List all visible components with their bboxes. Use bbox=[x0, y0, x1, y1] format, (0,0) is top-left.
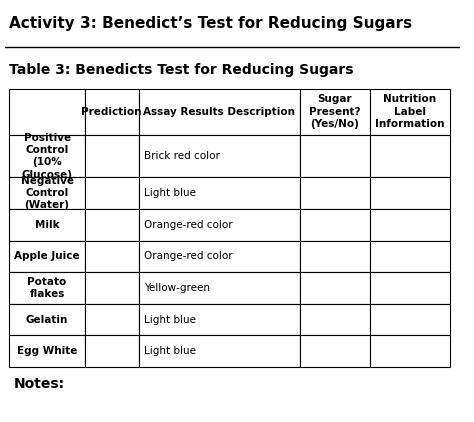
Bar bbox=[9, 304, 85, 335]
Bar bbox=[300, 304, 370, 335]
Text: Nutrition
Label
Information: Nutrition Label Information bbox=[375, 95, 445, 129]
Text: Table 3: Benedicts Test for Reducing Sugars: Table 3: Benedicts Test for Reducing Sug… bbox=[9, 62, 354, 77]
Text: Apple Juice: Apple Juice bbox=[14, 252, 80, 261]
Bar bbox=[85, 177, 138, 209]
Text: Light blue: Light blue bbox=[144, 315, 196, 325]
Text: Egg White: Egg White bbox=[17, 346, 77, 356]
Text: Negative
Control
(Water): Negative Control (Water) bbox=[20, 176, 73, 211]
Bar bbox=[85, 209, 138, 241]
Text: Prediction: Prediction bbox=[82, 107, 142, 117]
Bar bbox=[138, 304, 300, 335]
Bar bbox=[300, 209, 370, 241]
Text: Sugar
Present?
(Yes/No): Sugar Present? (Yes/No) bbox=[309, 95, 360, 129]
Bar bbox=[138, 89, 300, 135]
Text: Orange-red color: Orange-red color bbox=[144, 220, 232, 230]
Bar bbox=[138, 272, 300, 304]
Bar bbox=[300, 241, 370, 272]
Text: Orange-red color: Orange-red color bbox=[144, 252, 232, 261]
Text: Positive
Control
(10%
Glucose): Positive Control (10% Glucose) bbox=[22, 133, 73, 180]
Text: Milk: Milk bbox=[35, 220, 59, 230]
Bar bbox=[9, 89, 85, 135]
Bar bbox=[300, 177, 370, 209]
Bar bbox=[85, 335, 138, 367]
Bar bbox=[300, 335, 370, 367]
Text: Gelatin: Gelatin bbox=[26, 315, 68, 325]
Text: Notes:: Notes: bbox=[14, 377, 65, 391]
Bar bbox=[138, 209, 300, 241]
Bar bbox=[9, 177, 85, 209]
Text: Potato
flakes: Potato flakes bbox=[27, 277, 67, 299]
Bar bbox=[138, 135, 300, 177]
Bar bbox=[370, 304, 450, 335]
Bar bbox=[85, 135, 138, 177]
Bar bbox=[138, 335, 300, 367]
Bar bbox=[85, 304, 138, 335]
Text: Brick red color: Brick red color bbox=[144, 151, 219, 161]
Bar bbox=[138, 177, 300, 209]
Text: Assay Results Description: Assay Results Description bbox=[143, 107, 295, 117]
Bar bbox=[300, 272, 370, 304]
Bar bbox=[370, 272, 450, 304]
Bar bbox=[9, 241, 85, 272]
Bar bbox=[300, 135, 370, 177]
Bar bbox=[370, 135, 450, 177]
Text: Light blue: Light blue bbox=[144, 188, 196, 198]
Bar bbox=[85, 272, 138, 304]
Bar bbox=[370, 89, 450, 135]
Bar bbox=[9, 209, 85, 241]
Text: Activity 3: Benedict’s Test for Reducing Sugars: Activity 3: Benedict’s Test for Reducing… bbox=[9, 16, 412, 31]
Bar bbox=[370, 241, 450, 272]
Bar bbox=[370, 335, 450, 367]
Text: Yellow-green: Yellow-green bbox=[144, 283, 210, 293]
Bar bbox=[370, 177, 450, 209]
Bar bbox=[138, 241, 300, 272]
Bar bbox=[9, 335, 85, 367]
Bar bbox=[300, 89, 370, 135]
Bar bbox=[85, 241, 138, 272]
Bar bbox=[85, 89, 138, 135]
Bar bbox=[370, 209, 450, 241]
Bar bbox=[9, 135, 85, 177]
Bar bbox=[9, 272, 85, 304]
Text: Light blue: Light blue bbox=[144, 346, 196, 356]
